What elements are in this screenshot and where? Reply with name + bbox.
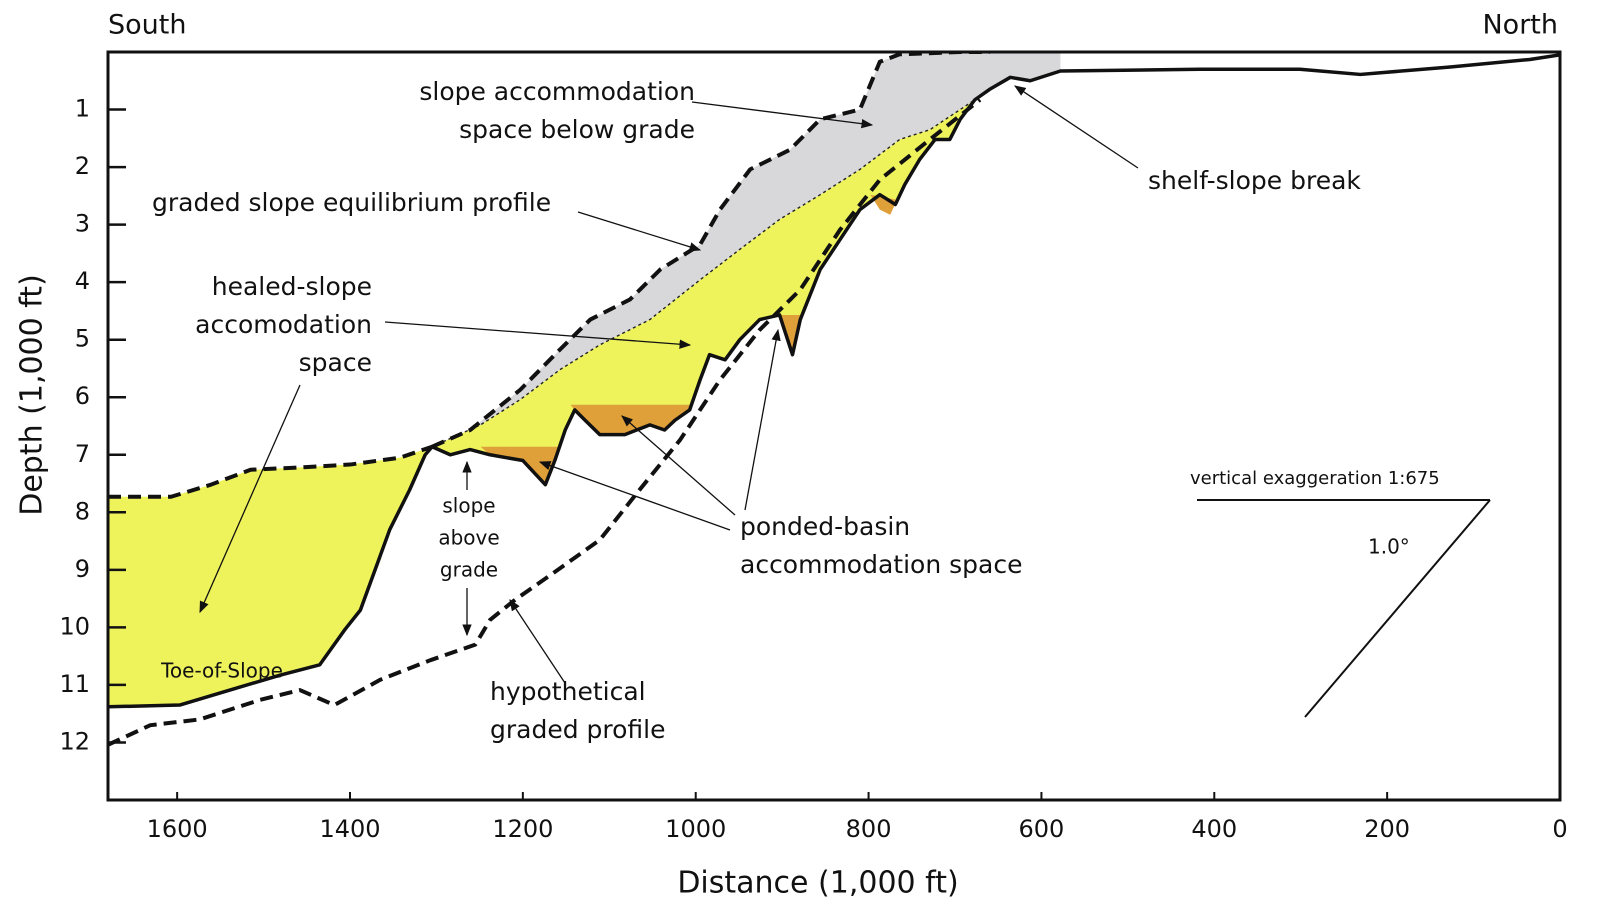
- annotation: slope accommodation: [419, 77, 695, 106]
- y-tick-label: 12: [59, 727, 90, 755]
- y-tick-label: 3: [75, 210, 90, 238]
- scale-label: vertical exaggeration 1:675: [1190, 468, 1440, 489]
- y-tick-label: 6: [75, 382, 90, 410]
- x-tick-label: 400: [1191, 815, 1237, 843]
- annotation: grade: [440, 558, 498, 582]
- annotation: above: [438, 526, 499, 550]
- corner-label: North: [1482, 10, 1558, 41]
- angle-label: 1.0°: [1368, 535, 1410, 559]
- y-tick-label: 9: [75, 555, 90, 583]
- annotation: slope: [442, 494, 495, 518]
- x-tick-label: 1400: [319, 815, 380, 843]
- y-tick-label: 8: [75, 497, 90, 525]
- arrow: [745, 330, 778, 510]
- annotation: graded slope equilibrium profile: [152, 188, 551, 217]
- arrow: [540, 462, 730, 530]
- x-tick-label: 600: [1019, 815, 1065, 843]
- annotation: accommodation space: [740, 550, 1022, 579]
- corner-label: South: [108, 10, 186, 41]
- x-tick-label: 1600: [147, 815, 208, 843]
- scale-slope: [1305, 500, 1490, 717]
- x-axis-title: Distance (1,000 ft): [677, 866, 958, 901]
- annotation: healed-slope: [212, 272, 372, 301]
- x-tick-label: 0: [1552, 815, 1567, 843]
- scale-bar: [1197, 500, 1490, 717]
- x-tick-label: 800: [846, 815, 892, 843]
- annotation: shelf-slope break: [1148, 166, 1361, 195]
- y-tick-label: 11: [59, 670, 90, 698]
- y-tick-label: 7: [75, 440, 90, 468]
- annotation: hypothetical: [490, 677, 646, 706]
- x-tick-label: 1200: [492, 815, 553, 843]
- annotation: Toe-of-Slope: [160, 659, 283, 683]
- annotation: graded profile: [490, 715, 666, 744]
- chart: South North Distance (1,000 ft) Depth (1…: [0, 0, 1598, 916]
- arrow: [510, 600, 565, 683]
- arrow: [1015, 86, 1138, 168]
- annotation: space: [299, 348, 372, 377]
- y-tick-label: 5: [75, 325, 90, 353]
- x-tick-label: 200: [1364, 815, 1410, 843]
- y-tick-label: 4: [75, 267, 90, 295]
- annotation: accomodation: [195, 310, 372, 339]
- y-axis-title: Depth (1,000 ft): [15, 274, 50, 516]
- arrow: [622, 416, 735, 515]
- annotation: space below grade: [459, 115, 695, 144]
- annotation: ponded-basin: [740, 512, 910, 541]
- page: {"chart_data": { "type": "profile", "cor…: [0, 0, 1598, 916]
- y-tick-label: 2: [75, 152, 90, 180]
- y-tick-label: 10: [59, 612, 90, 640]
- x-tick-label: 1000: [665, 815, 726, 843]
- arrow: [578, 212, 700, 250]
- y-tick-label: 1: [75, 95, 90, 123]
